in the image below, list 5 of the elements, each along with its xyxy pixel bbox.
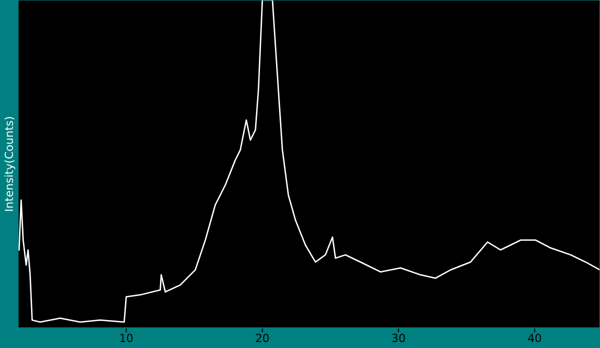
x-tick-label: 20 [256, 334, 269, 342]
x-tick-label: 40 [528, 334, 541, 342]
x-tick-label: 10 [120, 334, 133, 342]
x-tick-label: 30 [392, 334, 405, 342]
y-axis-title: Intensity(Counts) [4, 117, 16, 211]
